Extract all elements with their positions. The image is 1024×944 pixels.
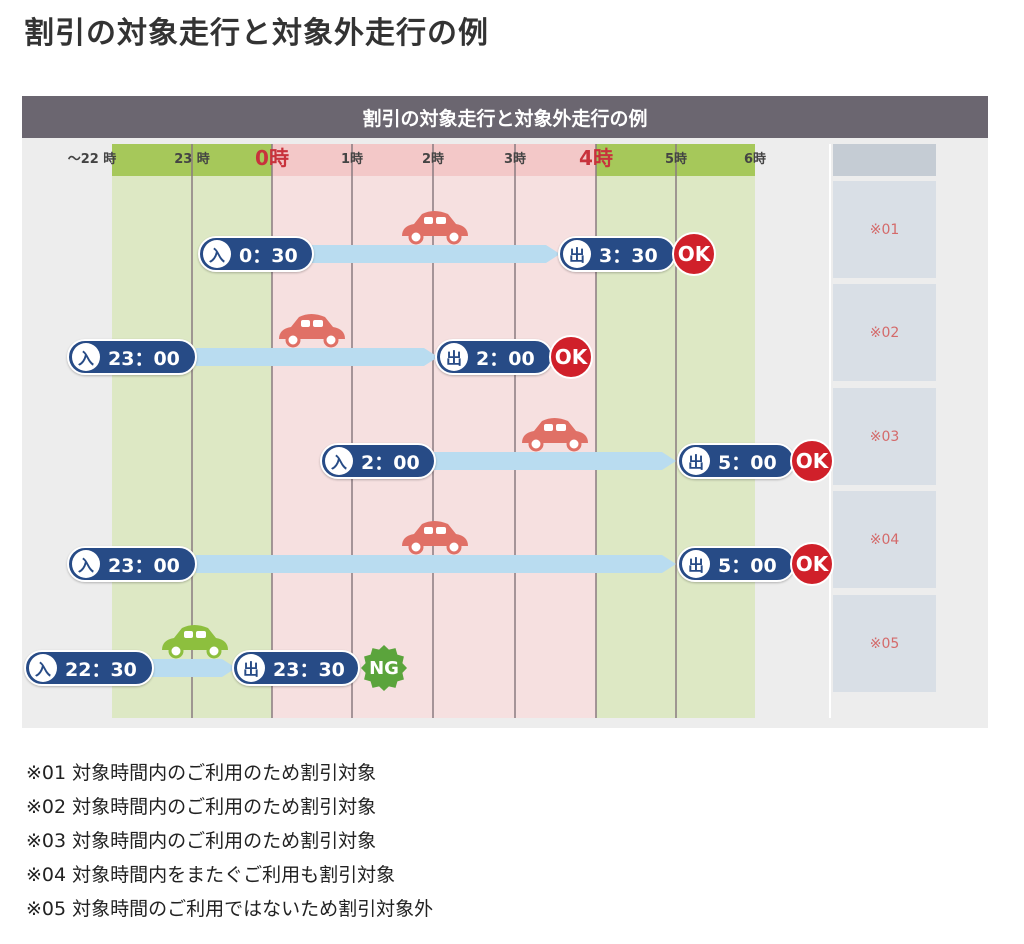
exit-time-pill-5: 出 23：30 [232,650,360,686]
hour-label-5: 5時 [664,152,688,167]
ok-badge-4: OK [790,542,834,586]
hour-label-2: 2時 [421,152,445,167]
hour-label-0: 0時 [255,146,289,170]
car-icon [279,314,345,348]
discount-timeline-figure: 割引の対象走行と対象外走行の例 ※01 ※02 ※03 ※04 ※05 ～22 時 23 … [22,96,988,728]
ok-badge-3: OK [790,439,834,483]
car-icon [162,625,228,659]
trip-arrow-1 [312,245,560,263]
entry-time-pill-2: 入 23：00 [67,339,197,375]
notes-list: ※01 対象時間内のご利用のため割引対象 ※02 対象時間内のご利用のため割引対… [26,756,433,926]
note-box-5: ※05 [833,595,936,692]
exit-icon: 出 [440,343,468,371]
car-icon [402,521,468,555]
entry-time-text: 0：30 [239,244,298,267]
page-title: 割引の対象走行と対象外走行の例 [24,16,489,51]
ng-badge-5: NG [361,645,407,691]
hour-label-23: 23 時 [174,152,210,167]
trip-arrow-4 [196,555,676,573]
entry-time-text: 23：00 [108,554,180,577]
note-box-3: ※03 [833,388,936,485]
entry-time-pill-5: 入 22：30 [24,650,154,686]
ng-badge-text: NG [369,657,399,679]
hour-label-22: ～22 時 [67,152,117,167]
exit-time-pill-1: 出 3：30 [558,236,676,272]
timeline-grid [112,144,831,718]
trip-arrow-3 [434,452,676,470]
ng-burst-icon [361,645,407,691]
exit-icon: 出 [237,654,265,682]
hour-label-6: 6時 [743,152,767,167]
entry-time-text: 23：00 [108,347,180,370]
note-box-4: ※04 [833,491,936,588]
hour-label-1: 1時 [340,152,364,167]
car-icon [522,418,588,452]
trip-arrow-5 [152,659,236,677]
pink-hour-bar [272,144,596,176]
entry-icon: 入 [203,240,231,268]
entry-icon: 入 [325,447,353,475]
note-box-1: ※01 [833,181,936,278]
entry-time-text: 2：00 [361,451,420,474]
car-icon [402,211,468,245]
exit-icon: 出 [563,240,591,268]
hour-label-3: 3時 [503,152,527,167]
note-item-02: ※02 対象時間内のご利用のため割引対象 [26,796,377,818]
exit-time-pill-3: 出 5：00 [677,443,795,479]
note-item-03: ※03 対象時間内のご利用のため割引対象 [26,830,377,852]
note-item-04: ※04 対象時間内をまたぐご利用も割引対象 [26,864,396,886]
ok-badge-1: OK [672,232,716,276]
exit-time-pill-2: 出 2：00 [435,339,553,375]
exit-time-text: 2：00 [476,347,535,370]
exit-time-pill-4: 出 5：00 [677,546,795,582]
entry-icon: 入 [72,343,100,371]
entry-time-pill-4: 入 23：00 [67,546,197,582]
note-item-05: ※05 対象時間のご利用ではないため割引対象外 [26,898,434,920]
exit-icon: 出 [682,550,710,578]
exit-icon: 出 [682,447,710,475]
entry-time-pill-1: 入 0：30 [198,236,314,272]
trip-arrow-2 [196,348,438,366]
note-box-2: ※02 [833,284,936,381]
ok-badge-2: OK [549,335,593,379]
entry-time-text: 22：30 [65,658,137,681]
hour-label-4: 4時 [579,146,613,170]
exit-time-text: 3：30 [599,244,658,267]
entry-icon: 入 [72,550,100,578]
note-column-header [833,144,936,176]
note-item-01: ※01 対象時間内のご利用のため割引対象 [26,762,377,784]
exit-time-text: 5：00 [718,451,777,474]
exit-time-text: 5：00 [718,554,777,577]
exit-time-text: 23：30 [273,658,345,681]
entry-time-pill-3: 入 2：00 [320,443,436,479]
entry-icon: 入 [29,654,57,682]
figure-header: 割引の対象走行と対象外走行の例 [22,96,988,138]
